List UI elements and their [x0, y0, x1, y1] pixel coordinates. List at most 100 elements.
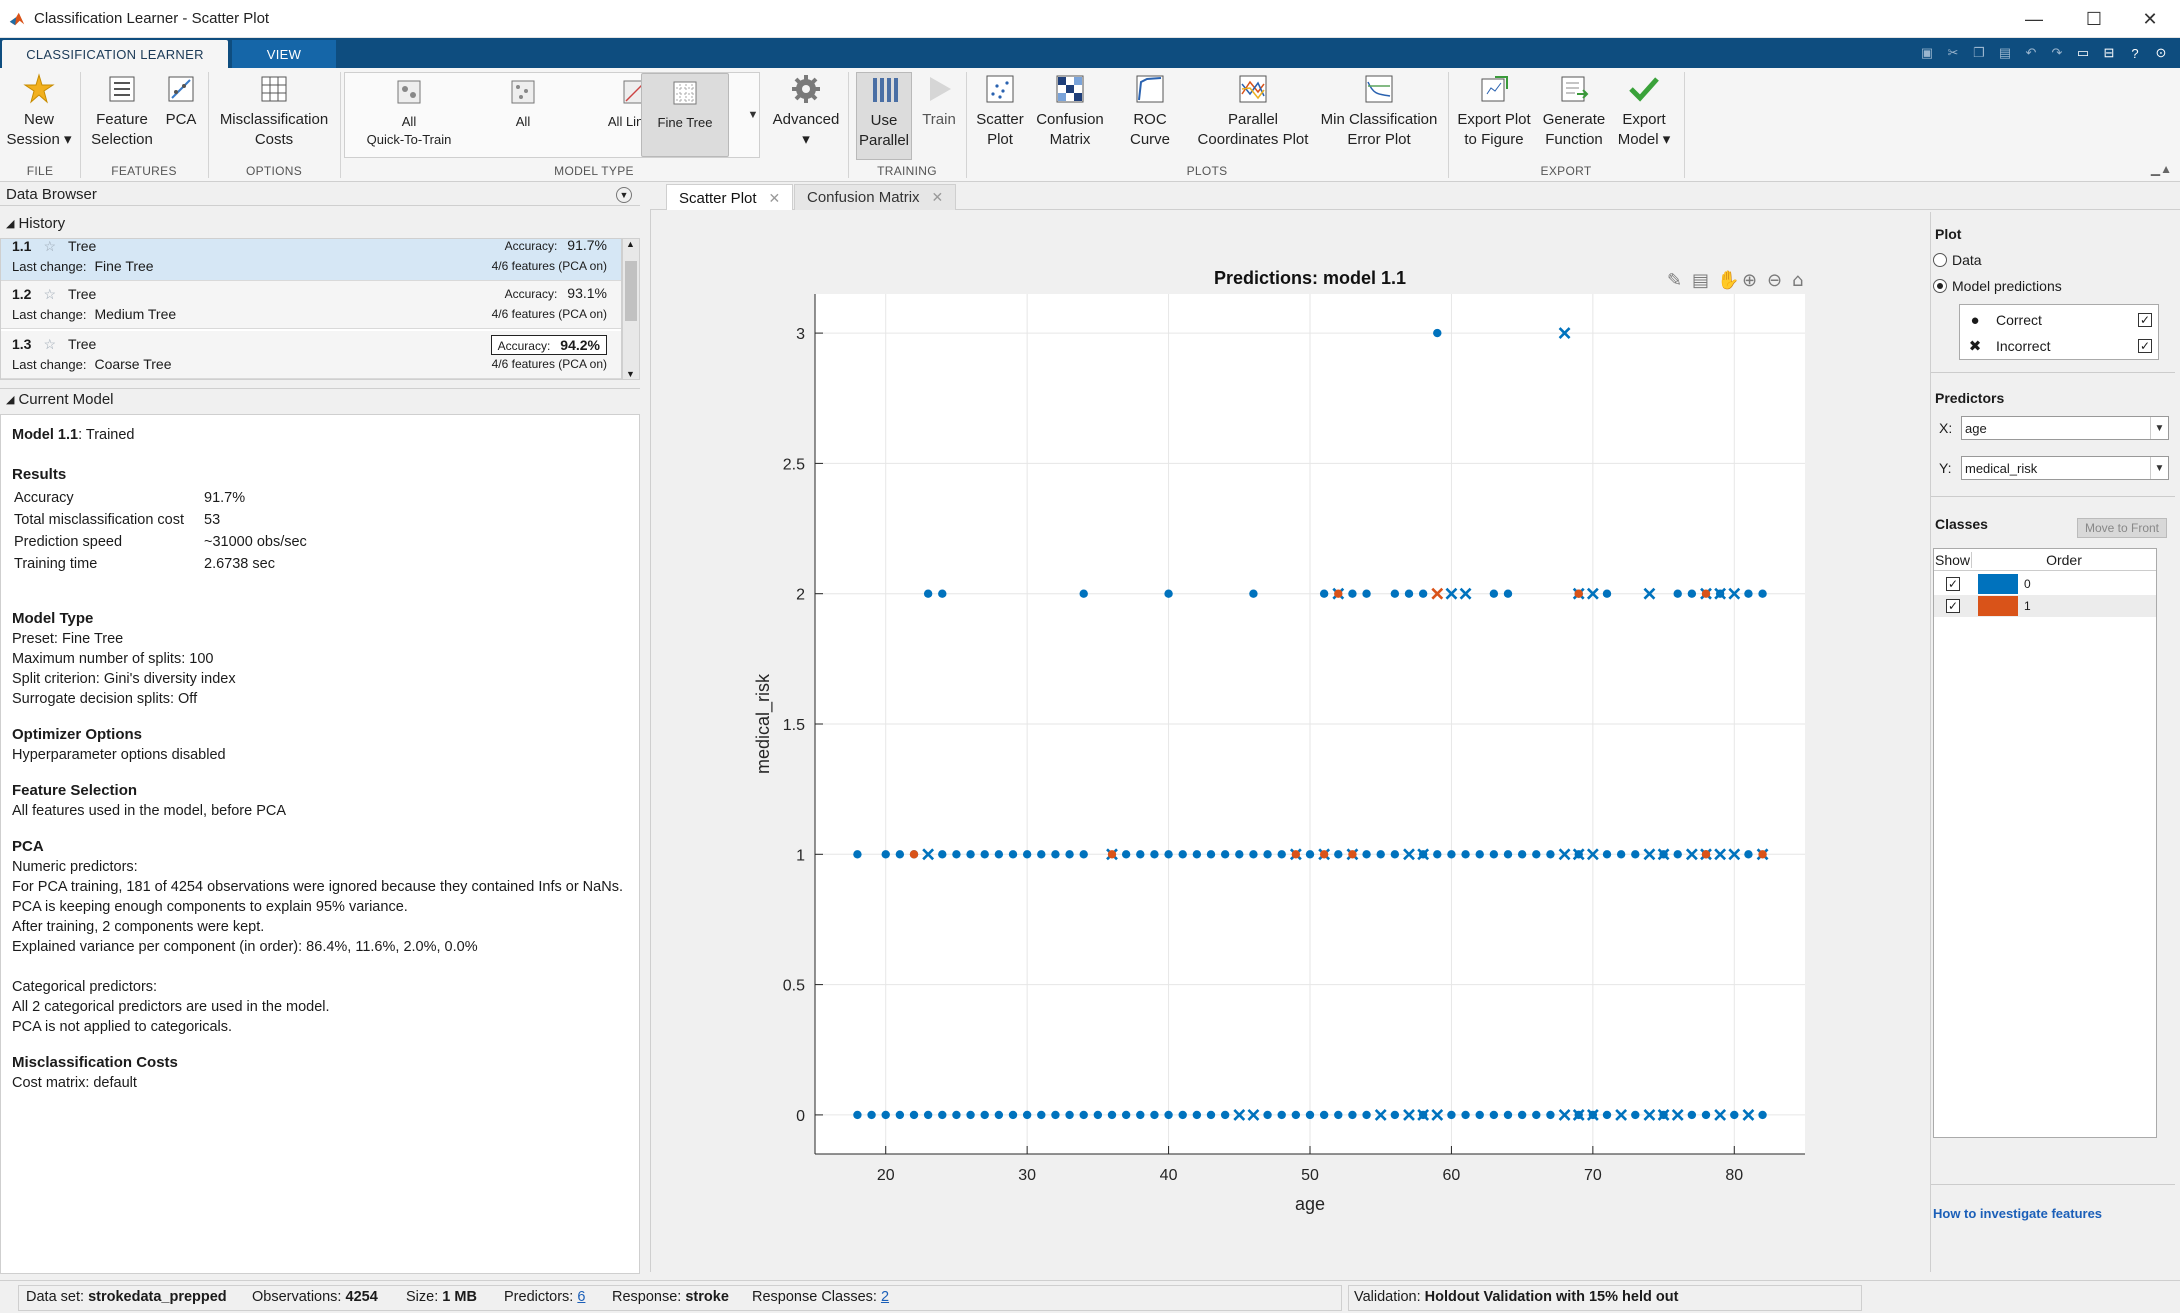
advanced-button[interactable]: Advanced ▾ — [770, 72, 842, 150]
tab-classification-learner[interactable]: CLASSIFICATION LEARNER — [2, 40, 228, 68]
data-point-correct — [1192, 1110, 1202, 1120]
correct-checkbox[interactable]: ✓ — [2138, 313, 2152, 327]
help-icon[interactable]: ? — [2131, 45, 2139, 61]
train-button[interactable]: Train — [916, 72, 962, 130]
use-parallel-toggle[interactable]: Use Parallel — [856, 72, 912, 160]
chevron-down-icon: ▼ — [2150, 457, 2168, 479]
history-scrollbar[interactable]: ▲ ▼ — [622, 238, 640, 380]
roc-curve-button[interactable]: ROC Curve — [1112, 72, 1188, 150]
maximize-icon[interactable]: ☐ — [2085, 8, 2103, 29]
radio-data[interactable]: Data — [1933, 252, 1982, 268]
data-point-correct — [1475, 1110, 1484, 1120]
data-point-correct — [1319, 589, 1329, 598]
class-1-checkbox[interactable]: ✓ — [1946, 599, 1960, 613]
data-point-correct — [1447, 1110, 1456, 1120]
scroll-up-icon[interactable]: ▲ — [626, 239, 635, 249]
star-icon[interactable]: ☆ — [43, 336, 57, 352]
copy-icon[interactable]: ❐ — [1973, 45, 1985, 60]
data-point-correct — [1433, 328, 1442, 338]
panel-menu-icon[interactable]: ▼ — [616, 187, 632, 203]
tab-view[interactable]: VIEW — [232, 40, 336, 68]
undo-icon[interactable]: ↶ — [2025, 45, 2037, 60]
data-point-correct — [1263, 850, 1272, 859]
parallel-coordinates-button[interactable]: Parallel Coordinates Plot — [1192, 72, 1314, 150]
data-point-correct — [1532, 850, 1541, 859]
data-point-correct — [1022, 850, 1032, 859]
close-tab-icon[interactable]: ✕ — [931, 189, 944, 205]
history-header[interactable]: ◢ History — [6, 214, 66, 232]
data-point-correct — [1263, 1110, 1272, 1120]
star-icon[interactable]: ☆ — [43, 238, 57, 254]
data-point-correct — [1503, 850, 1513, 859]
y-predictor-select[interactable]: medical_risk ▼ — [1961, 456, 2169, 480]
data-point-correct — [1079, 589, 1088, 598]
help-link[interactable]: How to investigate features — [1933, 1206, 2103, 1221]
fine-tree-icon — [670, 80, 700, 114]
paste-icon[interactable]: ▤ — [1998, 45, 2012, 60]
gallery-expand-icon[interactable]: ▼ — [747, 109, 759, 121]
star-icon[interactable]: ☆ — [43, 286, 57, 302]
predictors-link[interactable]: 6 — [577, 1289, 586, 1305]
save-icon[interactable]: ▣ — [1920, 45, 1934, 60]
class-row-0[interactable]: ✓ 0 — [1934, 573, 2156, 595]
prediction-legend: ● Correct ✓ ✖ Incorrect ✓ — [1959, 304, 2159, 360]
x-predictor-select[interactable]: age ▼ — [1961, 416, 2169, 440]
redo-icon[interactable]: ↷ — [2051, 45, 2063, 60]
export-plot-to-figure-button[interactable]: Export Plot to Figure — [1454, 72, 1534, 150]
data-point-correct — [1602, 1110, 1612, 1120]
data-point-incorrect — [1445, 587, 1458, 600]
close-icon[interactable]: ✕ — [2142, 8, 2158, 29]
minimize-icon[interactable]: — — [2025, 8, 2043, 29]
cut-icon[interactable]: ✂ — [1947, 45, 1959, 60]
data-point-correct — [1249, 850, 1258, 859]
current-model-summary: Model 1.1: Trained Results Accuracy 91.7%… — [0, 414, 640, 1274]
new-session-button[interactable]: New Session ▾ — [6, 72, 72, 150]
toolstrip-ribbon: New Session ▾ FILE Feature Selection PCA… — [0, 68, 2180, 182]
close-tab-icon[interactable]: ✕ — [768, 189, 781, 206]
data-point-correct — [1093, 1110, 1103, 1120]
generate-function-button[interactable]: Generate Function — [1538, 72, 1610, 150]
move-to-front-button[interactable]: Move to Front — [2077, 518, 2167, 538]
model-all-quick-to-train[interactable]: All Quick-To-Train — [349, 73, 469, 157]
data-point-correct — [1334, 850, 1343, 859]
scatter-plot[interactable]: 20 30 40 50 60 70 80 0 0.5 1 1.5 2 2.5 3 Predictions: … — [651, 210, 1927, 1272]
history-item-1.1[interactable]: 1.1 ☆ Tree Last change: Fine Tree Accuracy:… — [1, 238, 621, 281]
section-export: EXPORT — [1540, 164, 1592, 178]
tab-scatter-plot[interactable]: Scatter Plot ✕ — [666, 184, 794, 211]
class-0-color — [1978, 574, 2018, 594]
dock-icon[interactable]: ⊟ — [2103, 45, 2115, 60]
section-options: OPTIONS — [245, 164, 303, 178]
data-point-correct — [1503, 589, 1513, 598]
min-classification-error-button[interactable]: Min Classification Error Plot — [1318, 72, 1440, 150]
data-point-correct — [1602, 589, 1612, 598]
confusion-matrix-button[interactable]: Confusion Matrix — [1030, 72, 1110, 150]
class-0-checkbox[interactable]: ✓ — [1946, 577, 1960, 591]
scroll-down-icon[interactable]: ▼ — [626, 369, 635, 379]
section-features: FEATURES — [111, 164, 177, 178]
layout-icon[interactable]: ▭ — [2076, 45, 2090, 60]
feature-selection-button[interactable]: Feature Selection — [86, 72, 158, 150]
data-point-correct — [1744, 589, 1753, 598]
incorrect-checkbox[interactable]: ✓ — [2138, 339, 2152, 353]
tab-confusion-matrix[interactable]: Confusion Matrix ✕ — [794, 184, 957, 210]
history-item-1.3[interactable]: 1.3 ☆ Tree Last change: Coarse Tree Accurac… — [1, 331, 621, 379]
model-fine-tree[interactable]: Fine Tree — [641, 73, 729, 157]
data-point-correct — [1602, 850, 1612, 859]
data-point-correct — [1532, 1110, 1541, 1120]
expand-icon[interactable]: ⊙ — [2155, 45, 2167, 60]
y-tick-label: 0 — [796, 1108, 805, 1125]
radio-model-predictions[interactable]: Model predictions — [1933, 278, 2062, 294]
current-model-header[interactable]: ◢ Current Model — [0, 388, 640, 410]
data-point-correct — [1305, 850, 1315, 859]
response-classes-link[interactable]: 2 — [880, 1289, 890, 1305]
scatter-plot-button[interactable]: Scatter Plot — [972, 72, 1028, 150]
class-row-1[interactable]: ✓ 1 — [1934, 595, 2156, 617]
x-tick-label: 70 — [1584, 1167, 1602, 1184]
data-point-correct — [1277, 850, 1286, 859]
pca-button[interactable]: PCA — [160, 72, 202, 130]
model-all[interactable]: All — [475, 73, 571, 157]
misclassification-costs-button[interactable]: Misclassification Costs — [214, 72, 334, 150]
collapse-ribbon-icon[interactable]: ▁▲ — [2150, 162, 2172, 176]
history-item-1.2[interactable]: 1.2 ☆ Tree Last change: Medium Tree Accurac… — [1, 281, 621, 329]
export-model-button[interactable]: Export Model ▾ — [1612, 72, 1676, 150]
